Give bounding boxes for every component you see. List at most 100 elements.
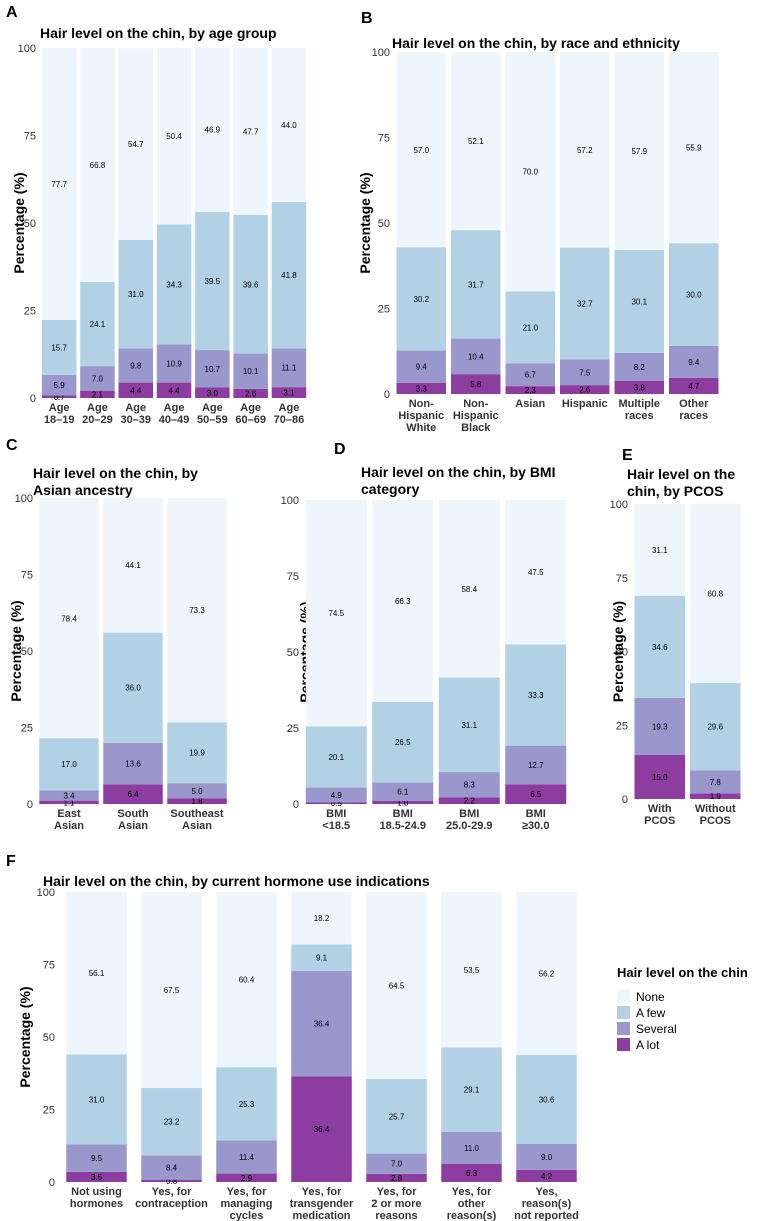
x-tick-label: reason(s): [447, 1210, 497, 1221]
data-label: 57.0: [413, 146, 429, 155]
data-label: 60.8: [707, 589, 723, 598]
legend-label: None: [636, 990, 665, 1004]
data-label: 1.0: [397, 798, 409, 807]
bar-segment-several: [505, 745, 567, 785]
y-tick-label: 25: [616, 720, 628, 732]
x-tick-label: Asian: [515, 398, 545, 410]
data-label: 39.6: [243, 280, 259, 289]
data-label: 8.3: [464, 781, 476, 790]
y-tick-label: 25: [21, 723, 33, 735]
x-tick-label: Southeast: [170, 808, 224, 820]
data-label: 31.1: [652, 546, 668, 555]
y-tick-label: 25: [287, 723, 299, 735]
x-tick-label: Yes,: [535, 1186, 557, 1198]
data-label: 60.4: [239, 976, 255, 985]
bar-segment-a-lot: [271, 387, 307, 398]
data-label: 31.0: [128, 290, 144, 299]
y-tick-label: 50: [287, 647, 299, 659]
y-tick-label: 75: [378, 133, 390, 145]
bar-segment-several: [438, 772, 500, 798]
chart-title: Asian ancestry: [33, 482, 133, 498]
x-tick-label: BMI: [526, 808, 546, 820]
bar-segment-several: [167, 783, 227, 799]
data-label: 34.6: [652, 643, 668, 652]
data-label: 6.1: [397, 788, 409, 797]
data-label: 55.9: [686, 144, 702, 153]
x-tick-label: 2 or more: [371, 1198, 421, 1210]
panel-letter: A: [6, 4, 18, 21]
y-tick-label: 0: [384, 389, 390, 401]
panel-letter: D: [334, 441, 346, 458]
data-label: 6.4: [127, 790, 139, 799]
bar-segment-several: [669, 345, 719, 378]
data-label: 30.1: [631, 297, 647, 306]
x-tick-label: Yes, for: [377, 1186, 417, 1198]
y-tick-label: 0: [30, 393, 36, 405]
bar-segment-a-few: [438, 677, 500, 773]
x-tick-label: Non-: [409, 398, 434, 410]
panel-letter: F: [6, 853, 16, 870]
bar-segment-several: [103, 742, 163, 785]
bar-segment-a-lot: [156, 382, 192, 398]
chart-title: Hair level on the: [627, 466, 735, 482]
bar-segment-a-few: [271, 202, 307, 349]
data-label: 3.8: [634, 384, 646, 393]
bar-segment-none: [103, 497, 163, 633]
x-tick-label: Yes, for: [152, 1186, 192, 1198]
data-label: 11.1: [281, 364, 297, 373]
data-label: 6.7: [525, 371, 537, 380]
bar-segment-several: [396, 350, 446, 383]
chart-title: category: [361, 481, 420, 497]
bar-segment-none: [66, 891, 127, 1055]
bar-segment-none: [634, 504, 685, 596]
y-tick-label: 0: [27, 799, 33, 811]
data-label: 4.4: [168, 386, 180, 395]
data-label: 9.0: [541, 1153, 553, 1162]
x-tick-label: not reported: [514, 1210, 579, 1221]
x-tick-label: 18.5-24.9: [380, 820, 426, 832]
data-label: 31.1: [461, 721, 477, 730]
legend-title: Hair level on the chin: [617, 965, 748, 980]
y-tick-label: 0: [293, 799, 299, 811]
x-tick-label: Age: [279, 402, 300, 414]
x-tick-label: 60–69: [235, 414, 266, 426]
data-label: 0.5: [331, 799, 343, 808]
bar-segment-a-lot: [118, 382, 153, 398]
panel-b: B Hair level on the chin, by race and eth…: [357, 10, 719, 434]
data-label: 4.9: [331, 791, 343, 800]
bar-segment-a-few: [614, 250, 664, 353]
bar-segment-none: [396, 52, 446, 248]
legend-swatch: [617, 1022, 630, 1035]
bar-segment-none: [80, 48, 115, 282]
data-label: 52.1: [468, 137, 484, 146]
legend: Hair level on the chin None A few Several A …: [617, 965, 748, 1052]
x-tick-label: <18.5: [322, 820, 350, 832]
bar-segment-none: [291, 891, 352, 945]
x-tick-label: Age: [240, 402, 261, 414]
data-label: 24.1: [90, 320, 106, 329]
chart-title: Hair level on the chin, by age group: [40, 25, 277, 41]
bar-segment-a-lot: [195, 387, 230, 398]
bar-segment-none: [305, 500, 367, 727]
data-label: 3.4: [63, 791, 75, 800]
x-tick-label: Age: [125, 402, 146, 414]
bar-segment-a-lot: [291, 1076, 352, 1182]
data-label: 4.7: [688, 382, 700, 391]
y-tick-label: 100: [18, 43, 36, 55]
bar-segment-none: [560, 52, 610, 248]
data-label: 19.9: [189, 749, 205, 758]
y-tick-label: 50: [616, 647, 628, 659]
data-label: 53.5: [464, 966, 480, 975]
bar-segment-none: [366, 892, 427, 1080]
bar-segment-a-few: [669, 243, 719, 346]
data-label: 12.7: [528, 761, 544, 770]
data-label: 7.0: [391, 1160, 403, 1169]
data-label: 5.8: [470, 380, 482, 389]
data-label: 36.0: [125, 684, 141, 693]
data-label: 74.5: [328, 609, 344, 618]
bar-segment-a-few: [451, 230, 501, 339]
x-tick-label: medication: [292, 1210, 350, 1221]
x-tick-label: cycles: [230, 1210, 264, 1221]
data-label: 58.4: [461, 585, 477, 594]
